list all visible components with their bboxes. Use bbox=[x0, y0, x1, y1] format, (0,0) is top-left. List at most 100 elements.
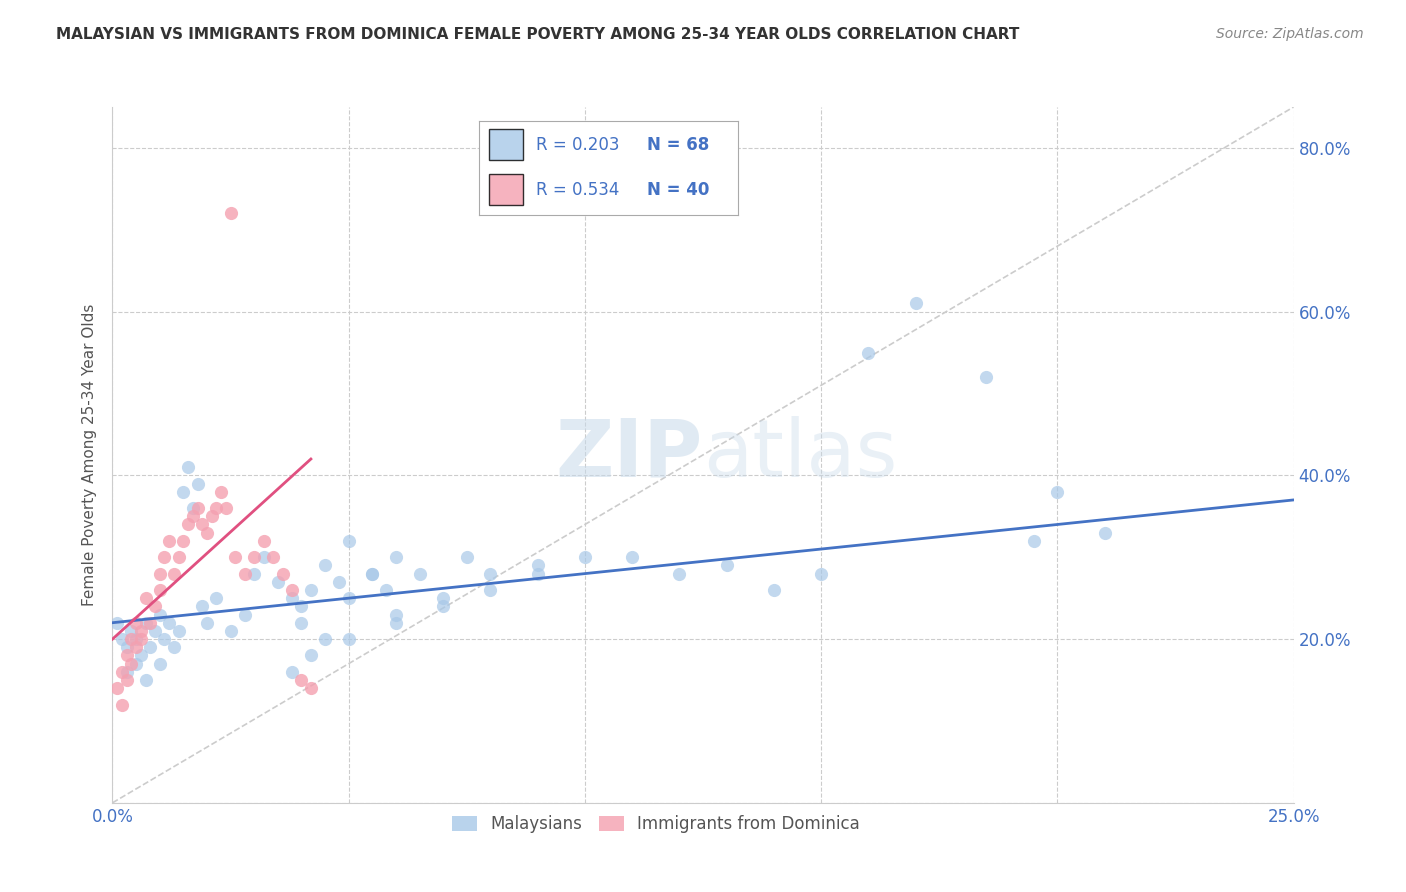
Point bbox=[125, 640, 148, 655]
Point bbox=[219, 624, 242, 638]
Point bbox=[526, 558, 548, 573]
Point bbox=[153, 550, 176, 565]
Point bbox=[111, 698, 134, 712]
Point bbox=[149, 566, 172, 581]
Point bbox=[233, 566, 256, 581]
Point bbox=[385, 550, 408, 565]
Point bbox=[125, 615, 148, 630]
Point bbox=[299, 681, 322, 696]
Point bbox=[1022, 533, 1045, 548]
Point bbox=[299, 582, 322, 597]
Point bbox=[149, 582, 172, 597]
Point bbox=[219, 206, 242, 220]
Point bbox=[111, 665, 134, 679]
Point bbox=[432, 599, 454, 614]
Point bbox=[186, 476, 208, 491]
Point bbox=[526, 566, 548, 581]
Point bbox=[120, 632, 142, 646]
Point bbox=[243, 550, 266, 565]
Point bbox=[385, 615, 408, 630]
Point bbox=[762, 582, 785, 597]
Point bbox=[385, 607, 408, 622]
Point bbox=[195, 615, 218, 630]
Point bbox=[129, 624, 152, 638]
Point bbox=[125, 657, 148, 671]
Point bbox=[904, 296, 927, 310]
Point bbox=[115, 673, 138, 687]
Point bbox=[172, 533, 194, 548]
Text: MALAYSIAN VS IMMIGRANTS FROM DOMINICA FEMALE POVERTY AMONG 25-34 YEAR OLDS CORRE: MALAYSIAN VS IMMIGRANTS FROM DOMINICA FE… bbox=[56, 27, 1019, 42]
Point bbox=[129, 648, 152, 663]
Point bbox=[290, 599, 312, 614]
Point bbox=[314, 558, 336, 573]
Point bbox=[209, 484, 232, 499]
Text: Source: ZipAtlas.com: Source: ZipAtlas.com bbox=[1216, 27, 1364, 41]
Point bbox=[271, 566, 294, 581]
Point bbox=[810, 566, 832, 581]
Point bbox=[205, 591, 228, 606]
Point bbox=[1046, 484, 1069, 499]
Point bbox=[186, 501, 208, 516]
Point bbox=[115, 648, 138, 663]
Point bbox=[314, 632, 336, 646]
Point bbox=[253, 533, 276, 548]
Point bbox=[215, 501, 238, 516]
Point bbox=[201, 509, 224, 524]
Point bbox=[290, 615, 312, 630]
Point bbox=[205, 501, 228, 516]
Point bbox=[135, 591, 157, 606]
Point bbox=[125, 632, 148, 646]
Point bbox=[172, 484, 194, 499]
Point bbox=[361, 566, 384, 581]
Point bbox=[337, 591, 360, 606]
Legend: Malaysians, Immigrants from Dominica: Malaysians, Immigrants from Dominica bbox=[446, 808, 866, 839]
Point bbox=[290, 673, 312, 687]
Point bbox=[328, 574, 350, 589]
Point bbox=[299, 648, 322, 663]
Point bbox=[105, 681, 128, 696]
Point bbox=[135, 615, 157, 630]
Point bbox=[716, 558, 738, 573]
Point bbox=[281, 591, 304, 606]
Point bbox=[281, 665, 304, 679]
Point bbox=[262, 550, 284, 565]
Point bbox=[574, 550, 596, 565]
Point bbox=[163, 566, 186, 581]
Point bbox=[191, 517, 214, 532]
Point bbox=[105, 615, 128, 630]
Point bbox=[149, 607, 172, 622]
Point bbox=[243, 566, 266, 581]
Point bbox=[157, 615, 180, 630]
Point bbox=[375, 582, 398, 597]
Point bbox=[668, 566, 690, 581]
Point bbox=[456, 550, 478, 565]
Point bbox=[408, 566, 430, 581]
Point bbox=[163, 640, 186, 655]
Point bbox=[153, 632, 176, 646]
Point bbox=[337, 533, 360, 548]
Point bbox=[115, 640, 138, 655]
Point bbox=[267, 574, 290, 589]
Point bbox=[181, 509, 204, 524]
Point bbox=[143, 599, 166, 614]
Text: atlas: atlas bbox=[703, 416, 897, 494]
Point bbox=[157, 533, 180, 548]
Point bbox=[191, 599, 214, 614]
Point bbox=[129, 632, 152, 646]
Point bbox=[337, 632, 360, 646]
Point bbox=[976, 370, 998, 384]
Point bbox=[281, 582, 304, 597]
Point bbox=[120, 624, 142, 638]
Point bbox=[195, 525, 218, 540]
Point bbox=[135, 673, 157, 687]
Point bbox=[139, 615, 162, 630]
Point bbox=[361, 566, 384, 581]
Point bbox=[120, 657, 142, 671]
Point bbox=[233, 607, 256, 622]
Point bbox=[149, 657, 172, 671]
Point bbox=[167, 624, 190, 638]
Point bbox=[224, 550, 246, 565]
Point bbox=[479, 582, 502, 597]
Point bbox=[167, 550, 190, 565]
Point bbox=[1094, 525, 1116, 540]
